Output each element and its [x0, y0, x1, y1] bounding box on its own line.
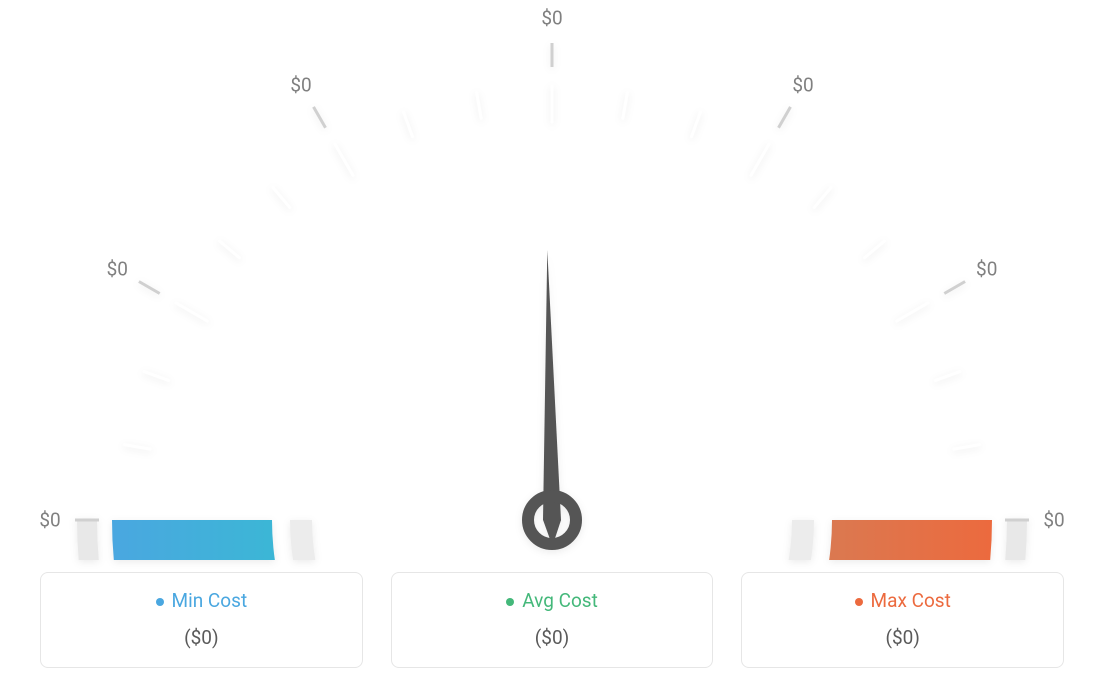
gauge-tick-label: $0: [541, 7, 562, 30]
legend-card-avg: Avg Cost ($0): [391, 572, 714, 668]
legend-value: ($0): [51, 626, 352, 649]
gauge-tick-label: $0: [107, 258, 128, 281]
gauge-tick-label: $0: [1043, 509, 1064, 532]
legend-label: Min Cost: [172, 589, 248, 612]
legend-card-max: Max Cost ($0): [741, 572, 1064, 668]
legend-value: ($0): [752, 626, 1053, 649]
gauge-tick-label: $0: [976, 258, 997, 281]
legend-dot-icon: [506, 598, 514, 606]
gauge-svg: [0, 0, 1104, 560]
legend-title: Max Cost: [752, 589, 1053, 612]
gauge-tick-label: $0: [792, 74, 813, 97]
gauge-tick-label: $0: [290, 74, 311, 97]
gauge-tick-label: $0: [39, 509, 60, 532]
legend-value: ($0): [402, 626, 703, 649]
legend-title: Min Cost: [51, 589, 352, 612]
legend-title: Avg Cost: [402, 589, 703, 612]
legend-dot-icon: [855, 598, 863, 606]
legend-dot-icon: [156, 598, 164, 606]
legend-card-min: Min Cost ($0): [40, 572, 363, 668]
legend-label: Avg Cost: [522, 589, 598, 612]
legend-row: Min Cost ($0) Avg Cost ($0) Max Cost ($0…: [40, 572, 1064, 668]
legend-label: Max Cost: [871, 589, 951, 612]
gauge-chart: $0 $0 $0 $0 $0 $0 $0: [0, 0, 1104, 560]
